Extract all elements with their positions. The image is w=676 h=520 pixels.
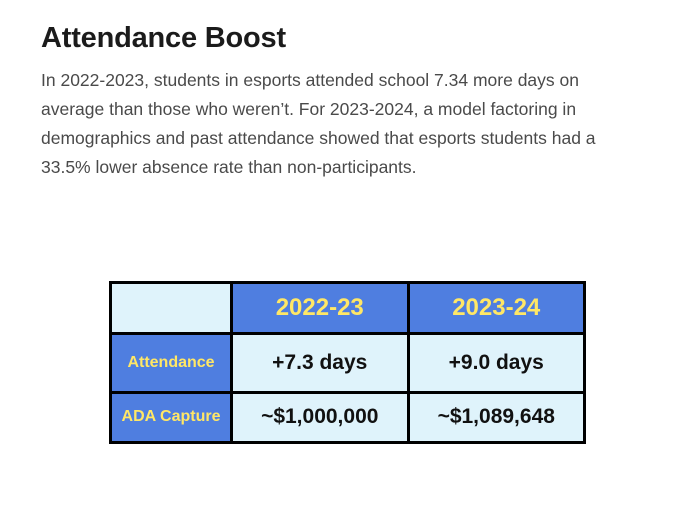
column-header: 2022-23 <box>233 284 407 333</box>
row-header: Attendance <box>112 335 230 391</box>
table-cell: ~$1,000,000 <box>233 393 407 441</box>
section-heading: Attendance Boost <box>41 22 286 54</box>
row-header: ADA Capture <box>112 393 230 441</box>
table-corner-cell <box>112 284 230 333</box>
table-header-row: 2022-23 2023-24 <box>112 284 583 333</box>
section-paragraph: In 2022-2023, students in esports attend… <box>41 70 596 177</box>
table-cell: ~$1,089,648 <box>409 393 583 441</box>
stats-table-container: 2022-23 2023-24 Attendance +7.3 days +9.… <box>109 281 586 444</box>
stats-table: 2022-23 2023-24 Attendance +7.3 days +9.… <box>109 281 586 444</box>
column-header: 2023-24 <box>409 284 583 333</box>
table-row: ADA Capture ~$1,000,000 ~$1,089,648 <box>112 393 583 441</box>
table-cell: +9.0 days <box>409 335 583 391</box>
table-cell: +7.3 days <box>233 335 407 391</box>
table-row: Attendance +7.3 days +9.0 days <box>112 335 583 391</box>
